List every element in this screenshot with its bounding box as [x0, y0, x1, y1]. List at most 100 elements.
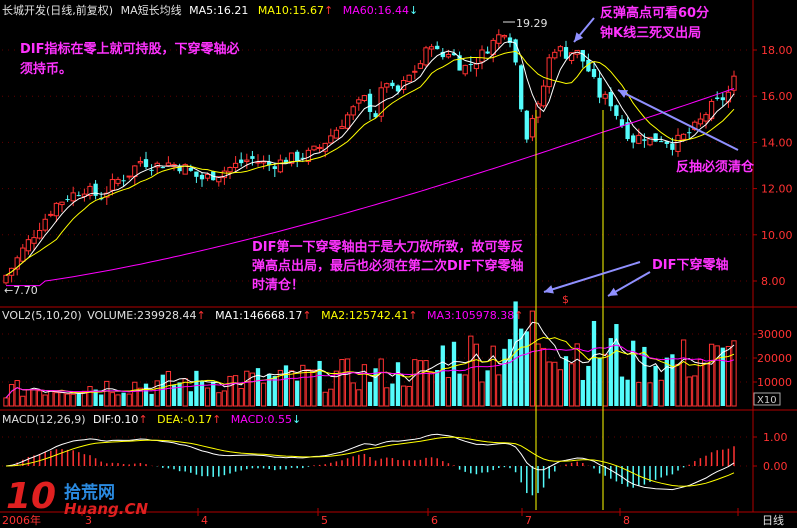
dea-line	[5, 436, 735, 487]
price-tick-label: 14.00	[761, 136, 793, 149]
volume-bar-up	[31, 389, 37, 407]
volume-bar-down	[99, 394, 104, 406]
macd-tick-label: 1.00	[763, 431, 788, 444]
volume-bar-down	[435, 369, 440, 406]
candle-body-down	[295, 151, 300, 162]
candle-body-up	[255, 161, 261, 164]
volume-bar-up	[154, 380, 160, 407]
candle-body-down	[93, 183, 98, 196]
candle-body-up	[87, 185, 93, 197]
volume-bar-up	[216, 392, 222, 407]
candle-body-down	[614, 105, 619, 116]
volume-bar-up	[423, 360, 429, 407]
candle-body-down	[591, 68, 597, 77]
candle-body-down	[440, 51, 445, 58]
volume-bar-up	[232, 375, 239, 407]
high-marker-label: 19.29	[516, 17, 548, 30]
candle-body-up	[473, 63, 480, 70]
candle-body-up	[115, 178, 121, 184]
candle-body-down	[653, 133, 658, 142]
volume-bar-up	[328, 388, 334, 407]
vol-ma2: MA2:125742.41	[321, 309, 409, 322]
candle-body-up	[552, 51, 558, 59]
volume-bar-up	[8, 384, 15, 407]
x-tick-label: 6	[431, 514, 438, 527]
annotation-right-mid: 反抽必须清仓	[676, 160, 755, 175]
volume-bar-down	[177, 382, 182, 406]
volume-bar-up	[305, 369, 312, 407]
arrow-reflux	[617, 89, 739, 151]
candle-body-up	[277, 159, 284, 173]
volume-bar-up	[59, 392, 65, 407]
macd-header: MACD(12,26,9) DIF:0.10↑ DEA:-0.17↑ MACD:…	[2, 413, 302, 426]
watermark: 10 拾荒网 Huang.CN	[6, 476, 156, 524]
candle-body-up	[703, 114, 709, 122]
ma-label: MA短长均线	[120, 4, 182, 17]
candle-body-up	[109, 179, 116, 191]
volume-bar-down	[317, 360, 322, 406]
volume-bar-up	[36, 390, 43, 407]
candle-body-up	[204, 174, 211, 179]
volume-bar-up	[658, 379, 664, 407]
volume-bar-up	[356, 389, 362, 407]
volume-bar-down	[188, 391, 193, 406]
volume-bar-up	[277, 369, 284, 407]
volume-bar-up	[333, 370, 340, 407]
candle-body-up	[42, 218, 48, 231]
candle-body-down	[272, 166, 277, 170]
candle-body-down	[65, 199, 70, 201]
arrow-first-cross	[543, 261, 641, 293]
watermark-site: Huang.CN	[64, 500, 149, 518]
macd-dea: DEA:-0.17	[157, 413, 213, 426]
candle-body-up	[20, 247, 26, 262]
volume-bar-up	[350, 382, 356, 407]
volume-bar-down	[160, 374, 165, 406]
candle-body-up	[602, 93, 608, 99]
volume-bar-up	[468, 335, 474, 407]
volume-bar-up	[428, 372, 435, 407]
volume-bar-up	[574, 343, 580, 407]
candle-body-up	[636, 134, 642, 144]
volume-bar-up	[137, 387, 144, 407]
volume-bar-down	[440, 345, 445, 406]
candle-body-down	[194, 171, 199, 177]
volume-bar-up	[540, 347, 547, 407]
candle-body-up	[59, 201, 65, 206]
ma5-line	[5, 40, 735, 276]
volume-bar-up	[496, 374, 502, 407]
price-tick-label: 8.00	[761, 275, 786, 288]
candle-body-up	[221, 170, 228, 179]
candle-body-up	[445, 53, 452, 58]
price-tick-label: 12.00	[761, 183, 793, 196]
macd-dif: DIF:0.10	[93, 413, 139, 426]
candle-body-up	[356, 99, 362, 104]
volume-bar-down	[457, 373, 462, 406]
candle-body-up	[3, 274, 9, 284]
price-tick-label: 10.00	[761, 229, 793, 242]
volume-bar-up	[204, 387, 211, 407]
volume-bar-up	[227, 375, 233, 407]
volume-header: VOL2(5,10,20) VOLUME:239928.44↑ MA1:1466…	[2, 309, 524, 322]
volume-bar-down	[194, 370, 199, 406]
volume-bar-up	[473, 343, 480, 407]
volume-bar-up	[384, 387, 390, 407]
volume-bar-up	[288, 370, 295, 407]
volume-bar-down	[149, 393, 154, 406]
volume-bar-up	[344, 358, 351, 407]
volume-bar-down	[121, 392, 126, 406]
volume-bar-down	[255, 368, 261, 406]
candle-body-up	[350, 106, 356, 116]
vol-ma3-line	[5, 344, 735, 399]
volume-bar-down	[614, 324, 619, 406]
ma5-value: MA5:16.21	[189, 4, 249, 17]
candle-body-down	[121, 180, 126, 182]
volume-bar-down	[211, 381, 216, 406]
candle-body-up	[311, 145, 317, 151]
volume-bar-down	[76, 393, 81, 406]
volume-bar-down	[283, 365, 289, 406]
candle-body-down	[267, 161, 272, 166]
candle-body-up	[48, 213, 54, 216]
candle-body-up	[540, 85, 547, 107]
ma60-line	[6, 88, 735, 287]
arrow-first-cross-head	[544, 285, 554, 294]
